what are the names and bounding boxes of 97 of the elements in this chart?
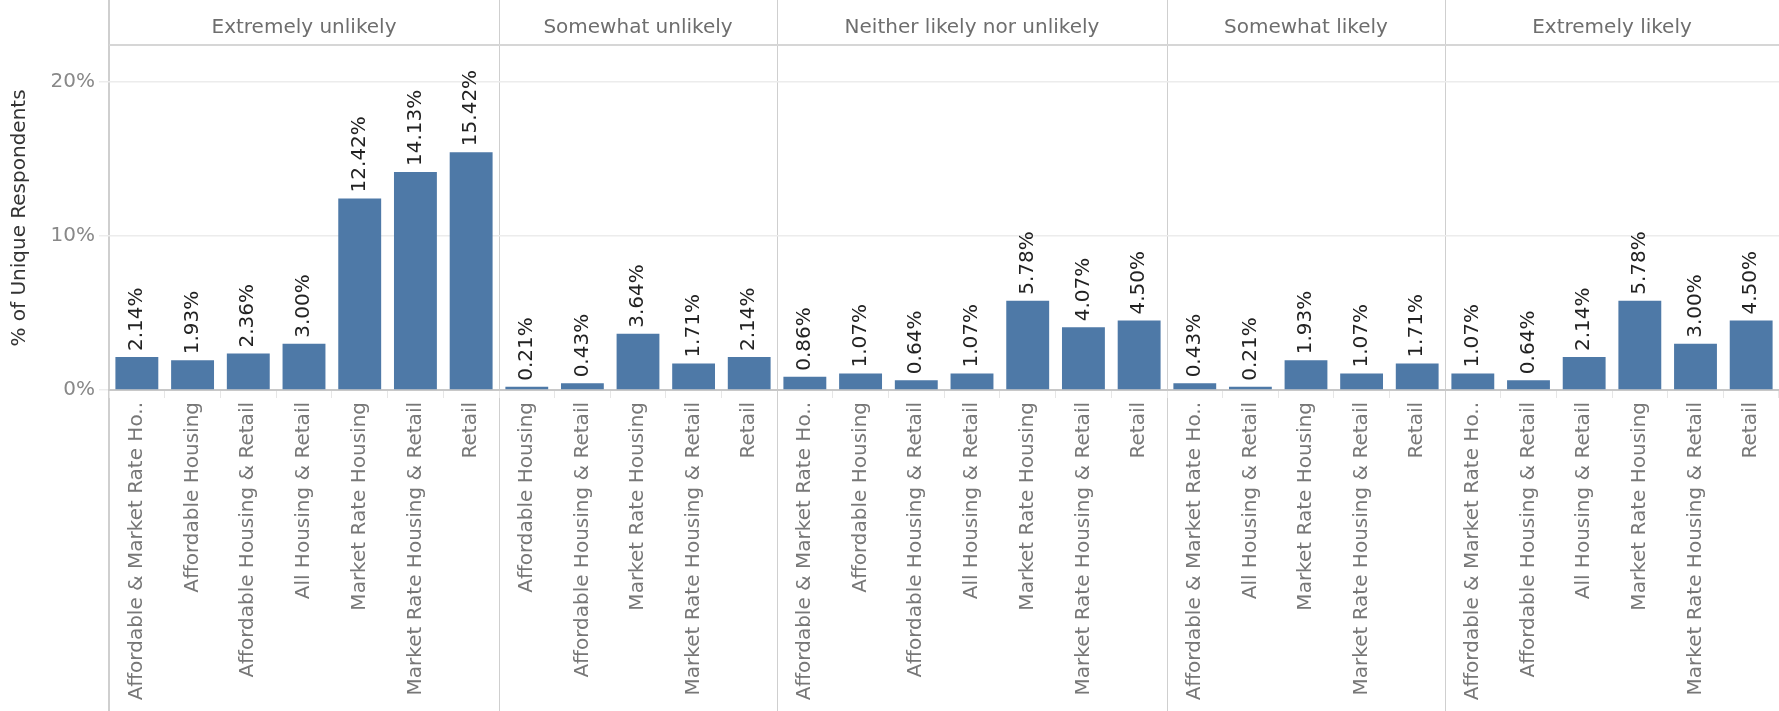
bar xyxy=(1729,320,1773,390)
bar xyxy=(950,373,994,390)
data-label: 0.43% xyxy=(568,313,593,378)
chart-title: Neither likely nor unlikely xyxy=(777,0,1167,46)
data-label: 0.64% xyxy=(902,310,927,375)
x-tick-label: All Housing & Retail xyxy=(1570,402,1595,600)
x-tick-label: Retail xyxy=(1125,402,1150,459)
y-tick-label: 20% xyxy=(50,67,95,92)
bar xyxy=(1173,383,1217,390)
x-tick-label: Market Rate Housing xyxy=(1013,402,1038,611)
x-tick-label: Retail xyxy=(735,402,760,459)
data-label: 1.07% xyxy=(1459,303,1484,368)
bar xyxy=(839,373,883,390)
x-tick-label: Retail xyxy=(1737,402,1762,459)
x-tick-label: Affordable Housing xyxy=(178,402,203,593)
x-tick-label: Market Rate Housing xyxy=(1292,402,1317,611)
data-label: 4.07% xyxy=(1069,257,1094,322)
x-tick-label: Affordable & Market Rate Ho.. xyxy=(123,402,148,701)
data-label: 15.42% xyxy=(457,69,482,147)
x-tick-label: Affordable & Market Rate Ho.. xyxy=(791,402,816,701)
bar xyxy=(1395,363,1439,390)
x-tick-label: Affordable Housing & Retail xyxy=(234,402,259,678)
data-label: 1.71% xyxy=(679,294,704,358)
data-label: 2.14% xyxy=(1570,287,1595,351)
bar xyxy=(1284,360,1328,390)
data-label: 1.71% xyxy=(1403,294,1428,358)
data-label: 5.78% xyxy=(1013,231,1038,295)
data-label: 3.64% xyxy=(624,264,649,328)
chart-title: Extremely unlikely xyxy=(109,0,499,46)
data-label: 1.07% xyxy=(846,303,871,368)
x-tick-label: Retail xyxy=(457,402,482,459)
y-tick-label: 0% xyxy=(63,376,95,401)
data-label: 4.50% xyxy=(1737,251,1762,315)
data-label: 3.00% xyxy=(1681,274,1706,338)
data-label: 0.86% xyxy=(791,307,816,371)
bar xyxy=(1507,380,1550,390)
bar xyxy=(1117,320,1161,390)
bar xyxy=(449,152,493,390)
data-label: 1.93% xyxy=(178,290,203,355)
data-label: 1.07% xyxy=(958,303,983,368)
data-label: 0.43% xyxy=(1181,313,1205,378)
y-axis-title: % of Unique Respondents xyxy=(6,89,31,347)
x-tick-label: Market Rate Housing & Retail xyxy=(1069,402,1094,696)
x-tick-label: All Housing & Retail xyxy=(958,402,983,600)
bar xyxy=(115,356,159,390)
bar xyxy=(1451,373,1495,390)
data-label: 5.78% xyxy=(1626,231,1651,295)
bar xyxy=(727,356,771,390)
data-label: 2.14% xyxy=(735,287,760,351)
bar xyxy=(338,198,382,390)
bar xyxy=(1618,300,1662,390)
x-tick-label: All Housing & Retail xyxy=(1236,402,1261,600)
x-tick-label: Affordable Housing xyxy=(846,402,871,593)
chart-title: Somewhat likely xyxy=(1167,0,1445,46)
bar xyxy=(1674,343,1717,390)
x-tick-label: Retail xyxy=(1403,402,1428,459)
data-label: 2.14% xyxy=(123,287,148,351)
chart-title: Somewhat unlikely xyxy=(499,0,777,46)
x-tick-label: Market Rate Housing & Retail xyxy=(679,402,704,696)
chart-title: Extremely likely xyxy=(1445,0,1779,46)
x-tick-label: Affordable Housing xyxy=(513,402,537,593)
bar xyxy=(226,353,270,390)
bar xyxy=(672,363,716,390)
bar xyxy=(1340,373,1384,390)
x-tick-label: Affordable & Market Rate Ho.. xyxy=(1181,402,1205,701)
x-tick-label: Affordable Housing & Retail xyxy=(902,402,927,678)
bar xyxy=(894,380,938,390)
bar xyxy=(616,333,660,390)
data-label: 0.21% xyxy=(1236,317,1261,381)
bar xyxy=(783,376,827,390)
bar xyxy=(1061,327,1105,390)
x-tick-label: Market Rate Housing xyxy=(1626,402,1651,611)
bar xyxy=(393,172,437,390)
data-label: 12.42% xyxy=(345,116,370,193)
y-tick-label: 10% xyxy=(50,221,95,246)
x-tick-label: Affordable Housing & Retail xyxy=(568,402,593,678)
bar xyxy=(1006,300,1050,390)
data-label: 2.36% xyxy=(234,284,259,348)
x-tick-label: Market Rate Housing & Retail xyxy=(401,402,426,696)
data-label: 0.21% xyxy=(513,317,537,381)
data-label: 4.50% xyxy=(1125,251,1150,315)
data-label: 1.07% xyxy=(1347,303,1372,368)
x-tick-label: Market Rate Housing & Retail xyxy=(1681,402,1706,696)
x-tick-label: Market Rate Housing & Retail xyxy=(1347,402,1372,696)
data-label: 1.93% xyxy=(1292,290,1317,355)
x-tick-label: Affordable Housing & Retail xyxy=(1514,402,1539,678)
x-tick-label: Affordable & Market Rate Ho.. xyxy=(1459,402,1484,701)
data-label: 3.00% xyxy=(290,274,315,338)
data-label: 14.13% xyxy=(401,89,426,167)
x-tick-label: All Housing & Retail xyxy=(290,402,315,600)
x-tick-label: Market Rate Housing xyxy=(624,402,649,611)
bar xyxy=(171,360,215,390)
x-tick-label: Market Rate Housing xyxy=(345,402,370,611)
bar xyxy=(282,343,326,390)
data-label: 0.64% xyxy=(1514,310,1539,375)
bar xyxy=(1562,356,1606,390)
bar xyxy=(560,383,604,390)
